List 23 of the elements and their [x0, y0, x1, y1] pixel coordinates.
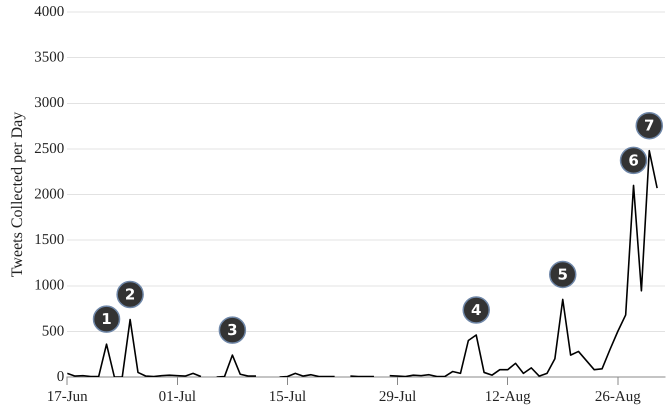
x-tick-label: 17-Jun [46, 388, 88, 405]
y-tick-label: 500 [42, 323, 64, 340]
y-tick-label: 3500 [34, 50, 64, 66]
y-tick-label: 2500 [34, 140, 64, 157]
y-axis-title: Tweets Collected per Day [8, 112, 26, 278]
x-tick-label: 12-Aug [484, 388, 532, 405]
y-tick-label: 1000 [34, 278, 64, 294]
annotation: 7 [644, 116, 654, 135]
x-tick-label: 29-Jul [378, 388, 416, 405]
x-tick-label: 26-Aug [594, 388, 642, 405]
y-tick-label: 1500 [34, 232, 64, 248]
annotation: 3 [227, 320, 238, 339]
annotation: 6 [628, 151, 639, 170]
x-tick-label: 01-Jul [158, 388, 196, 405]
x-tick-label: 15-Jul [268, 388, 306, 405]
annotation: 2 [124, 285, 136, 304]
annotation: 5 [558, 265, 568, 284]
y-tick-label: 3000 [34, 95, 64, 112]
annotation: 1 [101, 310, 112, 328]
y-tick-label: 2000 [34, 186, 64, 202]
y-tick-label: 0 [56, 368, 64, 385]
annotation: 4 [471, 300, 482, 319]
y-tick-label: 4000 [34, 4, 64, 20]
